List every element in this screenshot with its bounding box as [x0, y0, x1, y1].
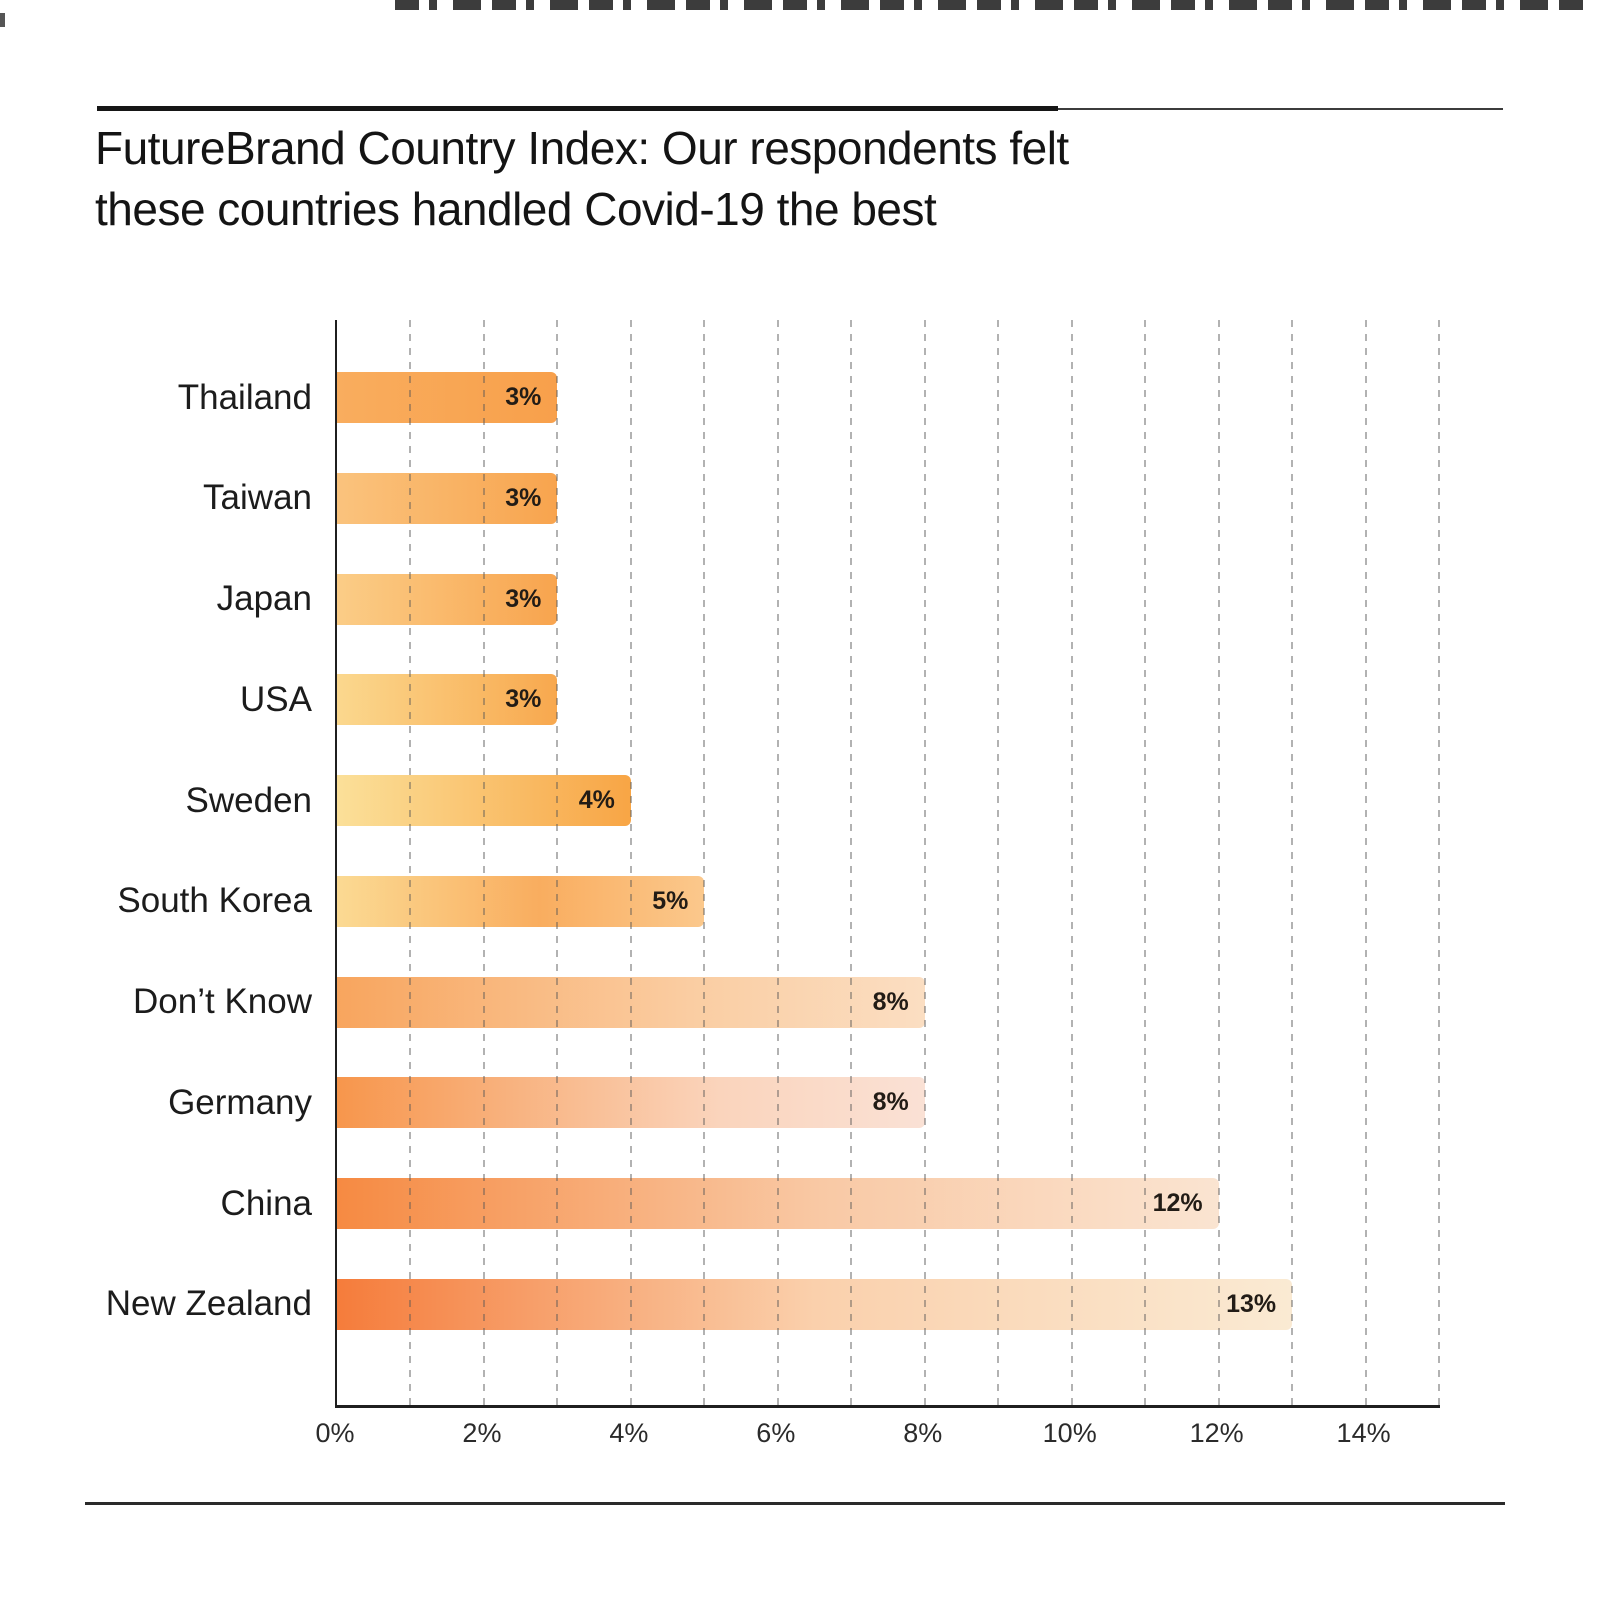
bar-new-zealand: [337, 1278, 1293, 1330]
bar-south-korea: [337, 875, 705, 927]
category-label-japan: Japan: [216, 579, 312, 619]
gridline-7pct: [850, 320, 853, 1405]
x-tick-label-0pct: 0%: [315, 1418, 355, 1448]
gridline-3pct: [556, 320, 559, 1405]
top-divider-thin: [1058, 108, 1503, 110]
gridline-4pct: [629, 320, 632, 1405]
gridline-6pct: [776, 320, 779, 1405]
category-label-south-korea: South Korea: [117, 881, 312, 921]
gridline-14pct: [1364, 320, 1367, 1405]
bar-value-label: 12%: [1152, 1189, 1203, 1218]
bar-thailand: [337, 372, 558, 423]
x-tick-label-6pct: 6%: [756, 1418, 796, 1448]
gridline-10pct: [1070, 320, 1073, 1405]
bar-don-t-know: [337, 976, 925, 1028]
category-label-sweden: Sweden: [185, 780, 312, 820]
gridline-11pct: [1144, 320, 1147, 1405]
bar-value-label: 4%: [578, 786, 615, 815]
gridline-12pct: [1217, 320, 1220, 1405]
chart-title-line2: these countries handled Covid-19 the bes…: [95, 182, 937, 235]
chart-title-line1: FutureBrand Country Index: Our responden…: [95, 122, 1069, 174]
bar-china: [337, 1178, 1219, 1230]
bar-value-label: 8%: [872, 1088, 909, 1117]
gridline-1pct: [409, 320, 412, 1405]
bar-value-label: 8%: [872, 987, 909, 1016]
x-tick-label-8pct: 8%: [903, 1418, 943, 1448]
category-label-china: China: [220, 1183, 312, 1223]
x-tick-label-14pct: 14%: [1336, 1418, 1391, 1448]
x-tick-label-12pct: 12%: [1189, 1418, 1244, 1448]
gridline-9pct: [997, 320, 1000, 1405]
plot-area: 3% 3% 3% 3% 4% 5% 8% 8% 12% 13%: [335, 320, 1441, 1408]
bar-usa: [337, 674, 558, 726]
bottom-divider: [85, 1502, 1505, 1505]
bar-value-label: 13%: [1226, 1289, 1277, 1318]
bar-germany: [337, 1077, 925, 1129]
category-label-germany: Germany: [168, 1082, 312, 1122]
cropped-text-artifact-left: [0, 13, 5, 27]
category-label-thailand: Thailand: [177, 377, 312, 417]
category-label-don-t-know: Don’t Know: [133, 982, 312, 1022]
category-label-new-zealand: New Zealand: [105, 1284, 312, 1324]
gridline-13pct: [1291, 320, 1294, 1405]
bar-taiwan: [337, 472, 558, 524]
x-tick-label-4pct: 4%: [609, 1418, 649, 1448]
x-tick-label-10pct: 10%: [1042, 1418, 1097, 1448]
chart-title: FutureBrand Country Index: Our responden…: [95, 118, 1195, 239]
bar-value-label: 5%: [652, 886, 689, 915]
category-label-taiwan: Taiwan: [203, 478, 312, 518]
gridline-5pct: [703, 320, 706, 1405]
bar-value-label: 3%: [505, 483, 542, 512]
bar-sweden: [337, 775, 631, 827]
top-divider-thick: [97, 106, 1058, 111]
gridline-8pct: [923, 320, 926, 1405]
bar-value-label: 3%: [505, 584, 542, 613]
gridline-2pct: [482, 320, 485, 1405]
cropped-text-artifact: [395, 0, 1585, 10]
category-label-usa: USA: [240, 679, 312, 719]
gridline-15pct: [1438, 320, 1441, 1405]
x-tick-label-2pct: 2%: [462, 1418, 502, 1448]
bar-value-label: 3%: [505, 685, 542, 714]
bar-japan: [337, 573, 558, 625]
bar-value-label: 3%: [505, 383, 542, 411]
